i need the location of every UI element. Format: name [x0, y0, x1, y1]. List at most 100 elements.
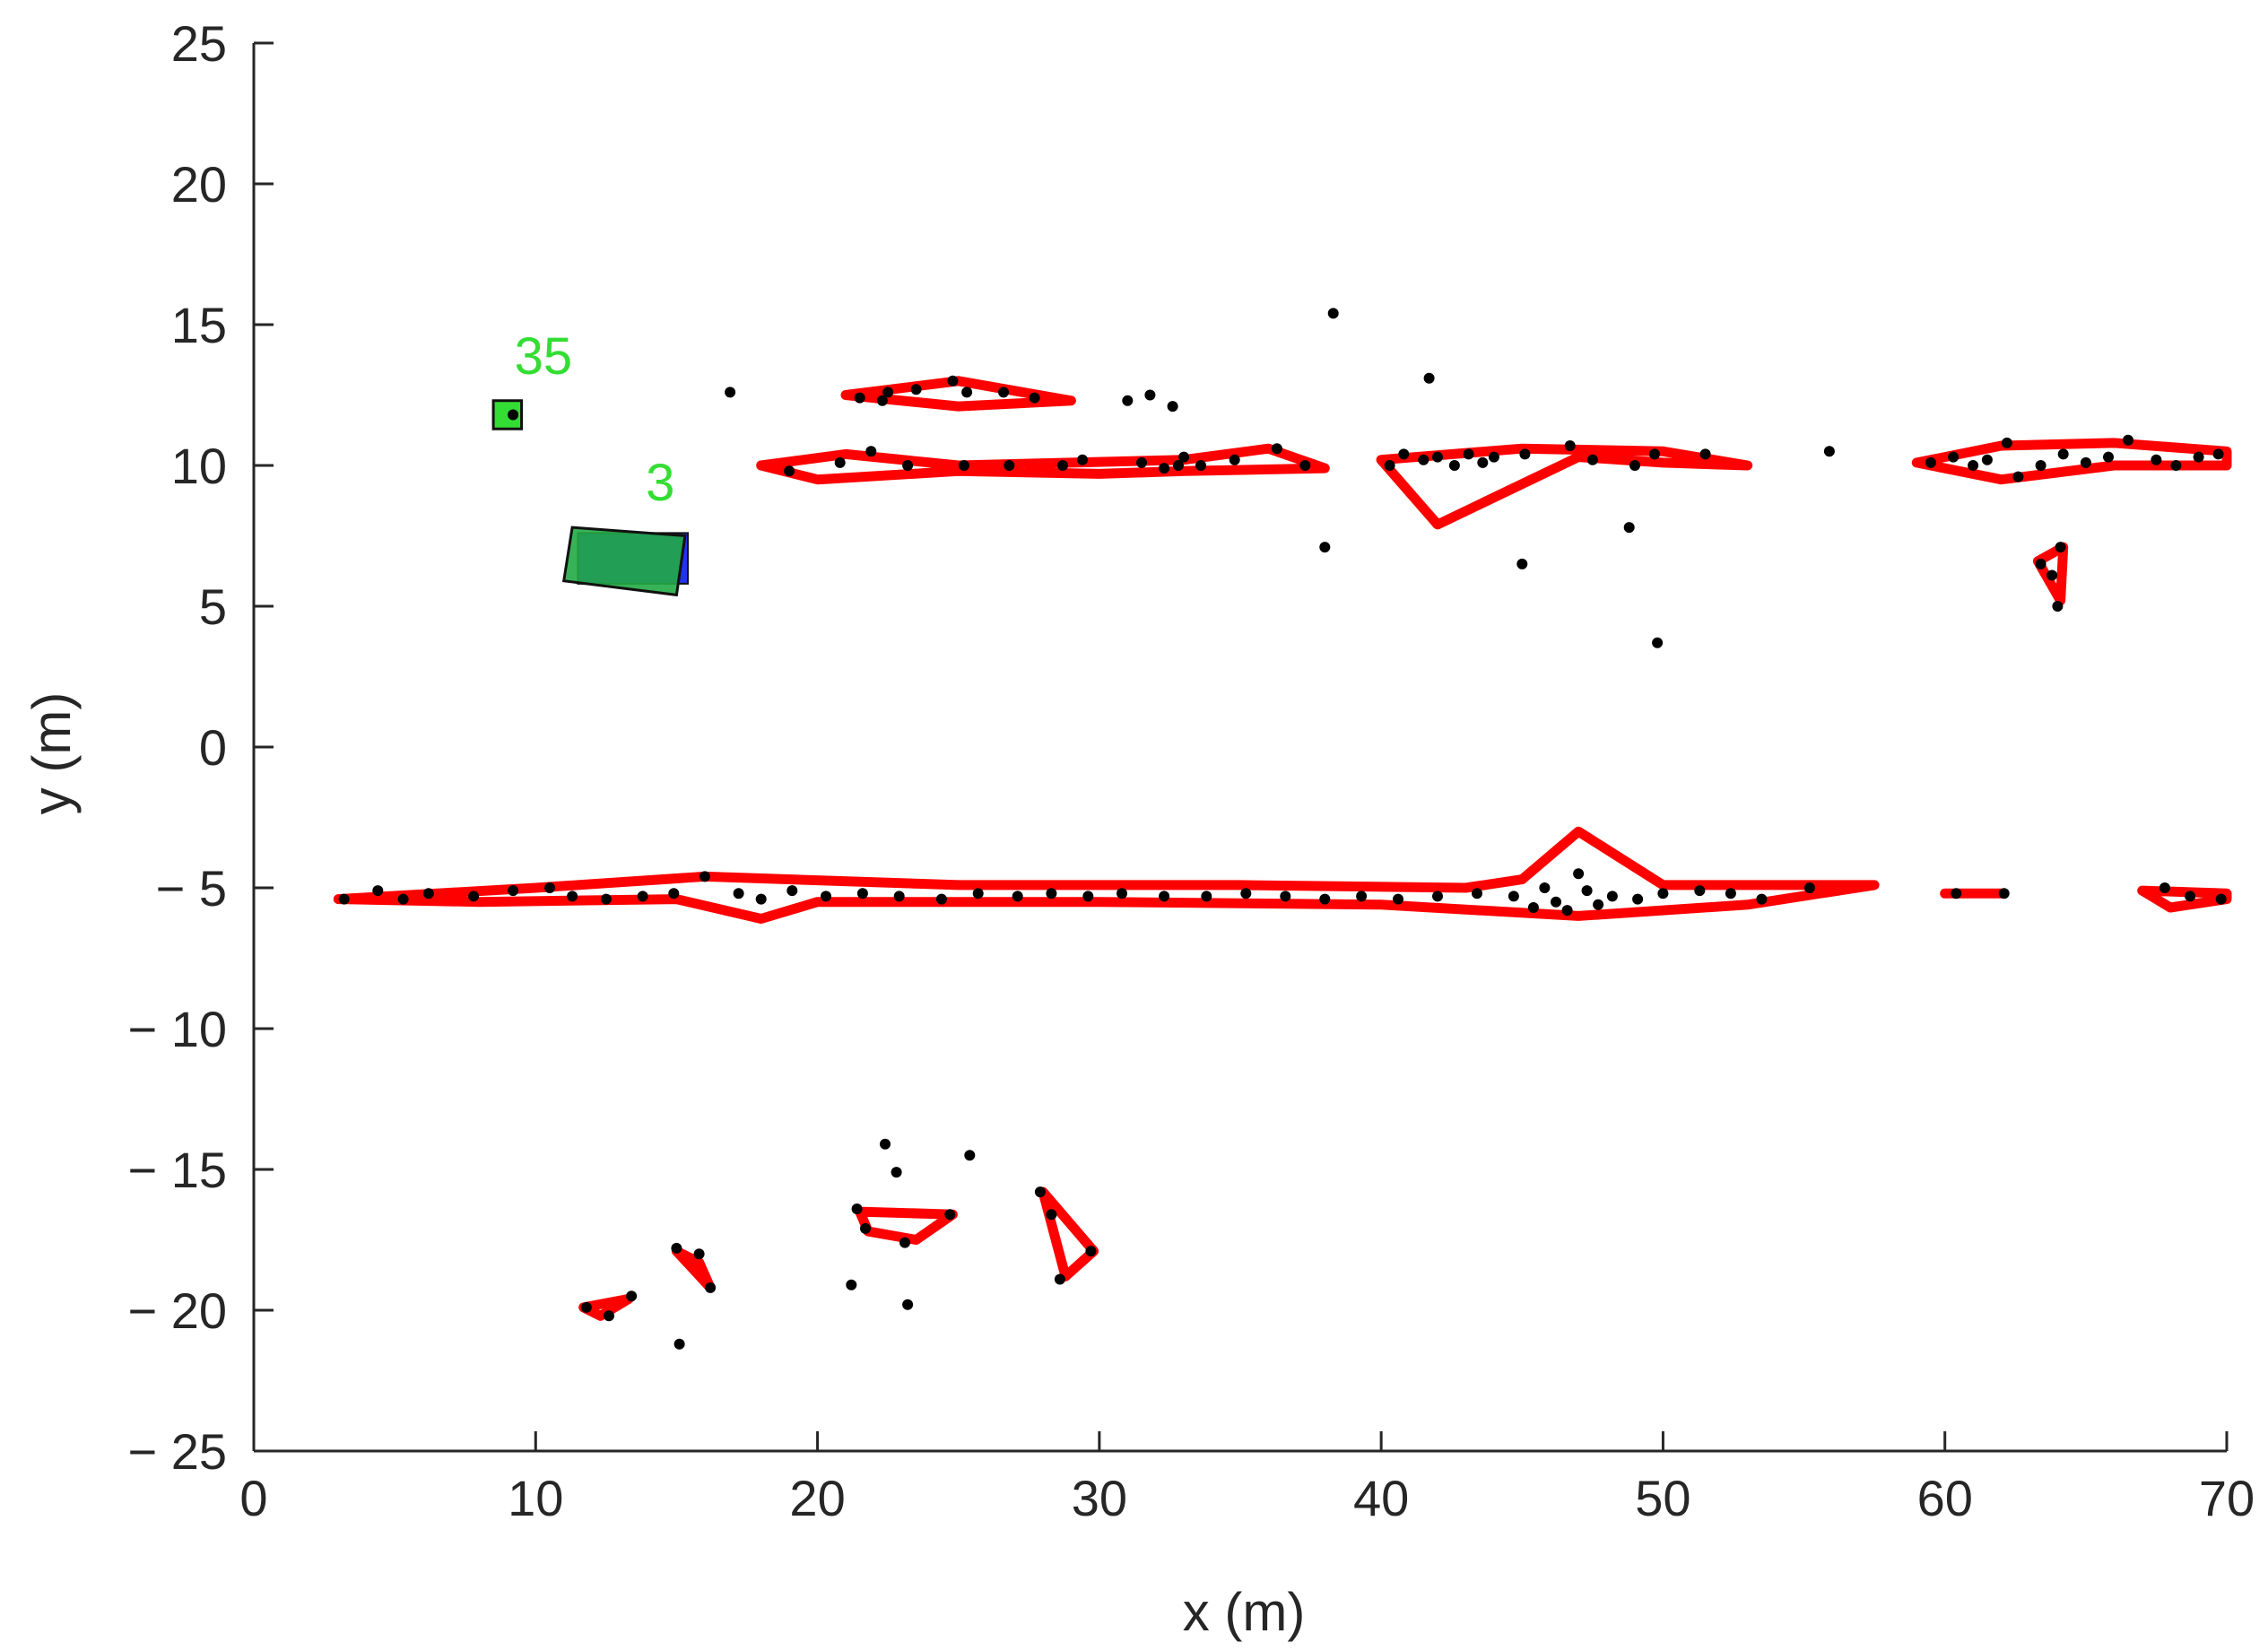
contour-7	[2032, 542, 2069, 606]
point-99	[1393, 893, 1403, 905]
point-123	[891, 1167, 902, 1178]
point-56	[2035, 460, 2046, 471]
point-46	[1586, 454, 1598, 465]
point-24	[959, 460, 969, 471]
tracked-object-box-3	[561, 526, 687, 597]
contour-2	[2137, 885, 2232, 913]
point-50	[1925, 456, 1936, 468]
point-27	[1077, 454, 1088, 465]
point-37	[1398, 448, 1410, 460]
point-77	[600, 893, 612, 905]
point-100	[1432, 891, 1443, 902]
point-120	[2185, 891, 2196, 902]
point-60	[2123, 434, 2133, 446]
point-91	[1082, 891, 1094, 902]
point-134	[1046, 1209, 1057, 1221]
y-tick-label-7: 10	[171, 438, 227, 494]
y-tick-label-3: − 10	[127, 1001, 227, 1057]
point-101	[1472, 888, 1482, 899]
x-tick-label-5: 50	[1635, 1470, 1690, 1526]
point-109	[1593, 899, 1604, 910]
point-18	[998, 387, 1009, 398]
point-124	[964, 1150, 976, 1161]
point-90	[1046, 888, 1057, 899]
object-id-labels: 35 3	[515, 327, 675, 512]
point-92	[1117, 888, 1127, 899]
point-118	[1998, 888, 2010, 899]
point-17	[961, 387, 973, 398]
point-137	[705, 1282, 717, 1293]
point-129	[846, 1279, 857, 1290]
y-tick-label-6: 5	[199, 578, 227, 635]
point-130	[902, 1299, 914, 1310]
point-21	[834, 456, 846, 468]
point-132	[1054, 1273, 1065, 1285]
point-55	[2012, 471, 2024, 482]
y-tick-label-2: − 15	[127, 1142, 227, 1198]
point-33	[1229, 454, 1240, 465]
point-39	[1432, 451, 1443, 463]
contour-0	[333, 826, 1880, 924]
point-42	[1477, 456, 1489, 468]
point-87	[935, 893, 947, 905]
point-12	[854, 392, 865, 404]
point-47	[1629, 460, 1640, 471]
point-119	[2159, 882, 2170, 893]
point-22	[865, 446, 877, 457]
point-3	[1144, 389, 1156, 401]
point-29	[1159, 463, 1170, 474]
point-106	[1561, 905, 1573, 917]
point-57	[2057, 448, 2069, 460]
point-58	[2080, 456, 2091, 468]
point-122	[880, 1138, 891, 1150]
y-tick-label-9: 20	[171, 156, 227, 213]
point-110	[1606, 891, 1618, 902]
point-138	[580, 1301, 592, 1313]
point-63	[2193, 451, 2204, 463]
point-121	[2215, 893, 2227, 905]
point-19	[1029, 392, 1040, 404]
point-7	[1319, 542, 1331, 553]
point-71	[397, 893, 409, 905]
x-tick-label-7: 70	[2199, 1470, 2255, 1526]
point-104	[1539, 882, 1551, 893]
point-14	[882, 387, 894, 398]
point-25	[1004, 460, 1015, 471]
point-59	[2103, 451, 2114, 463]
contour-8	[855, 1206, 958, 1245]
point-84	[821, 891, 831, 902]
point-66	[2046, 569, 2058, 581]
point-15	[910, 384, 922, 395]
point-41	[1463, 448, 1474, 460]
point-103	[1527, 902, 1539, 913]
contour-10	[671, 1246, 716, 1293]
point-140	[626, 1290, 638, 1302]
point-53	[1981, 454, 1993, 465]
point-70	[372, 885, 384, 897]
point-43	[1488, 451, 1499, 463]
contour-6	[1911, 438, 2232, 485]
point-125	[851, 1203, 863, 1214]
point-98	[1356, 891, 1368, 902]
point-31	[1178, 451, 1190, 463]
point-88	[972, 888, 984, 899]
point-32	[1195, 460, 1206, 471]
point-62	[2170, 460, 2182, 471]
point-76	[567, 891, 578, 902]
point-5	[1327, 308, 1339, 319]
point-8	[1516, 558, 1528, 569]
tracked-object-id-3: 3	[646, 454, 674, 512]
point-28	[1136, 456, 1147, 468]
point-16	[947, 375, 959, 387]
point-9	[1623, 522, 1635, 534]
point-0	[508, 409, 519, 421]
point-97	[1319, 893, 1331, 905]
point-61	[2151, 454, 2162, 465]
point-79	[668, 888, 680, 899]
y-tick-labels: − 25 − 20 − 15 − 10 − 5 0 5 10 15 20 25	[127, 15, 227, 1480]
point-102	[1508, 891, 1519, 902]
point-45	[1564, 440, 1576, 451]
contour-11	[578, 1293, 634, 1321]
point-75	[544, 882, 555, 893]
